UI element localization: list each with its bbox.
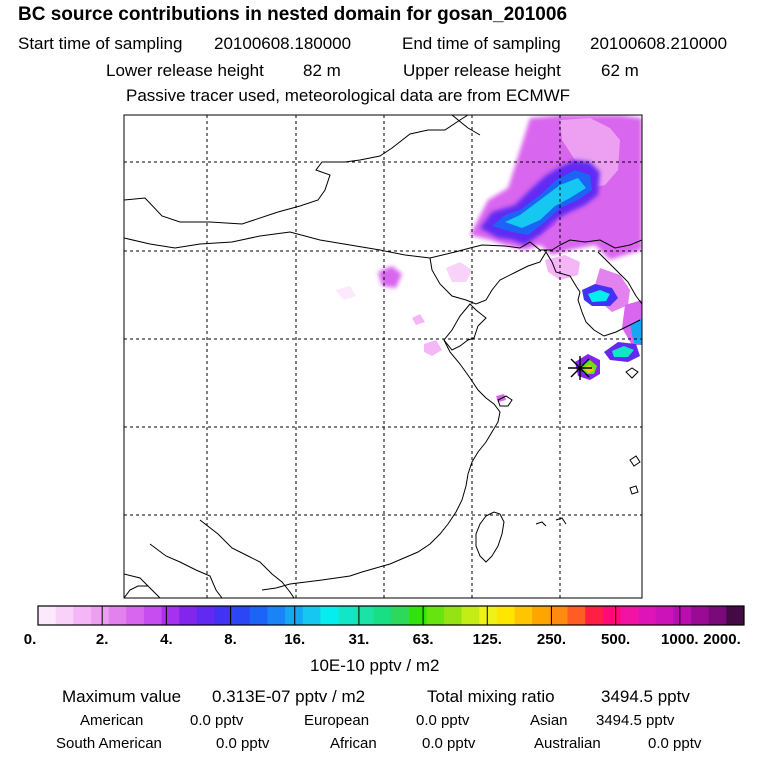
map-frame [123,114,643,599]
south-american-label: South American [56,735,162,752]
colorbar-swatch [532,606,551,625]
plume-layer [335,115,642,402]
lower-release-label: Lower release height [106,61,264,80]
colorbar-tick-label: 63. [412,631,434,648]
african-value: 0.0 pptv [422,735,476,752]
colorbar-swatch [673,606,692,625]
colorbar-tick-label: 2. [95,631,109,648]
colorbar-swatch [479,606,498,625]
upper-release-label: Upper release height [403,61,561,80]
colorbar-tick-label: 4. [160,631,173,648]
colorbar-swatch [461,606,480,625]
colorbar-tick-label: 500. [601,631,631,648]
colorbar-swatch [55,606,74,625]
colorbar-swatch [214,606,233,625]
colorbar-swatch [426,606,445,625]
colorbar [38,606,745,625]
colorbar-swatch [443,606,462,625]
colorbar-swatch [567,606,586,625]
colorbar-swatch [355,606,374,625]
colorbar-swatch [408,606,427,625]
station-marker [568,356,592,380]
total-mixing-value: 3494.5 pptv [601,687,690,706]
australian-value: 0.0 pptv [648,735,702,752]
colorbar-tick-label: 2000. [703,631,741,648]
colorbar-swatch [232,606,251,625]
lower-release-value: 82 m [303,61,341,80]
asian-value: 3494.5 pptv [596,712,675,729]
colorbar-swatch [373,606,392,625]
colorbar-swatch [320,606,339,625]
colorbar-swatch [549,606,568,625]
colorbar-tick-label: 8. [224,631,237,648]
american-label: American [80,712,144,729]
colorbar-swatch [638,606,657,625]
colorbar-swatch [267,606,286,625]
colorbar-swatch [655,606,674,625]
colorbar-swatch [514,606,533,625]
colorbar-tick-label: 31. [348,631,370,648]
colorbar-tick-label: 0. [23,631,37,648]
colorbar-swatch [126,606,145,625]
colorbar-swatch [249,606,268,625]
south-american-value: 0.0 pptv [216,735,270,752]
colorbar-swatch [285,606,304,625]
max-value-label: Maximum value [62,687,182,706]
map-title: BC source contributions in nested domain… [18,4,568,25]
coastlines [124,115,642,598]
european-value: 0.0 pptv [416,712,470,729]
australian-label: Australian [534,735,601,752]
european-label: European [304,712,370,729]
start-time-value: 20100608.180000 [214,34,352,53]
colorbar-tick-label: 125. [472,631,502,648]
colorbar-swatch [726,606,745,625]
tracer-note: Passive tracer used, meteorological data… [126,86,571,105]
asian-label: Asian [530,712,568,729]
colorbar-swatch [38,606,56,625]
colorbar-swatch [108,606,127,625]
total-mixing-label: Total mixing ratio [427,687,555,706]
colorbar-swatch [73,606,92,625]
african-label: African [330,735,377,752]
colorbar-swatch [90,606,109,625]
colorbar-swatch [196,606,215,625]
colorbar-swatch [496,606,515,625]
start-time-label: Start time of sampling [18,34,183,53]
colorbar-tick-label: 250. [536,631,567,648]
colorbar-swatch [302,606,321,625]
end-time-value: 20100608.210000 [590,34,728,53]
american-value: 0.0 pptv [190,712,244,729]
end-time-label: End time of sampling [402,34,561,53]
colorbar-swatch [691,606,709,625]
colorbar-swatch [708,606,727,625]
colorbar-swatch [391,606,409,625]
colorbar-frame [37,605,745,626]
colorbar-unit: 10E-10 pptv / m2 [310,656,440,675]
colorbar-tick-label: 16. [284,631,306,648]
colorbar-swatch [161,606,180,625]
colorbar-swatch [620,606,639,625]
colorbar-swatch [585,606,604,625]
colorbar-swatch [338,606,356,625]
colorbar-swatch [179,606,198,625]
upper-release-value: 62 m [601,61,639,80]
colorbar-swatch [143,606,162,625]
colorbar-swatch [602,606,621,625]
colorbar-tick-label: 1000. [661,631,699,648]
max-value: 0.313E-07 pptv / m2 [212,687,366,706]
